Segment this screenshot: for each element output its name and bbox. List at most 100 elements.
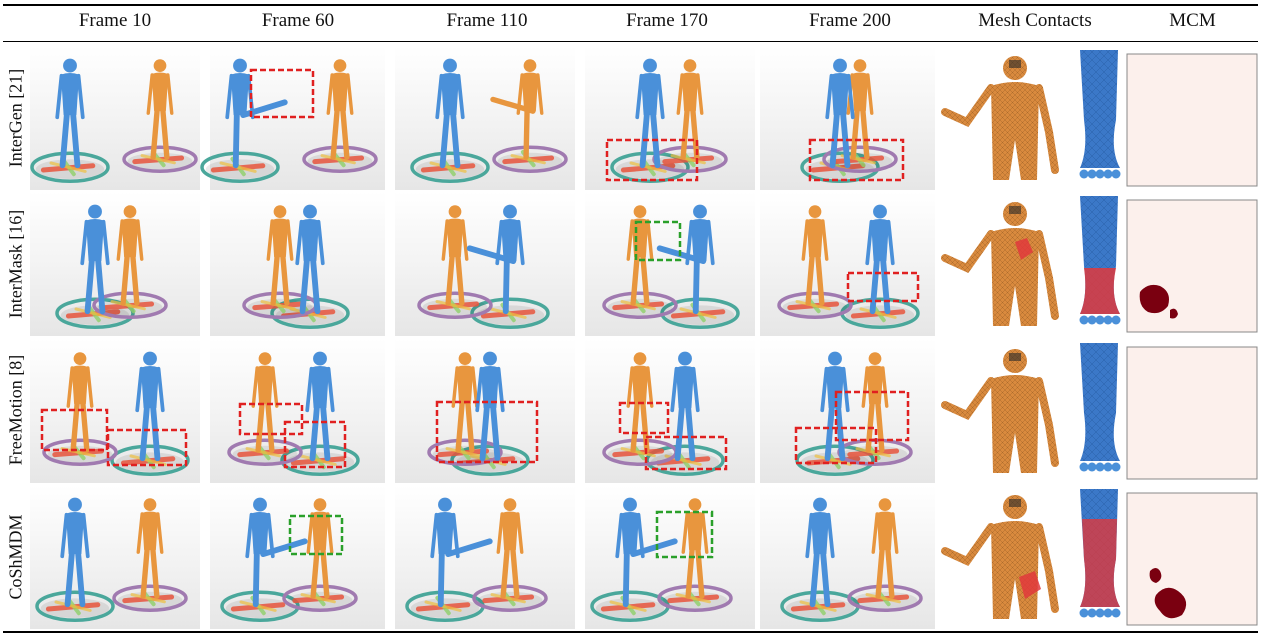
column-header-frame-60: Frame 60 [261,10,335,31]
bottom-rule [3,631,1258,633]
ring-orange-person [302,145,378,173]
penetration-box-intergen-frame-60 [249,68,315,119]
blue-person [225,58,288,169]
render-intermask-frame-10 [30,192,200,336]
mcm-map-coshmdm [1126,492,1258,626]
orange-person [861,352,889,453]
render-intergen-frame-60 [200,46,385,190]
penetration-box-freemotion-frame-170 [644,435,728,471]
render-intermask-frame-60 [210,192,385,336]
orange-person [116,205,144,306]
penetration-box-intermask-frame-200 [846,271,920,303]
ring-blue-person [35,590,115,622]
column-header-frame-110: Frame 110 [446,10,528,31]
render-intergen-frame-200 [760,46,935,190]
ring-orange-person [777,291,853,319]
ring-blue-person [660,297,740,329]
leg-contacts-freemotion [1079,343,1121,472]
column-header-frame-200: Frame 200 [809,10,891,31]
render-intermask-frame-200 [760,192,935,336]
render-intermask-frame-170 [585,192,755,336]
penetration-box-freemotion-frame-10 [106,428,188,467]
ring-blue-person [470,297,550,329]
ring-blue-person [55,297,135,329]
orange-person [626,352,654,453]
mesh-contacts-freemotion [941,349,1059,473]
ring-orange-person [472,584,548,612]
ring-orange-person [227,438,303,466]
orange-person [496,498,524,599]
orange-person [441,205,469,306]
ring-orange-person [492,145,568,173]
mesh-contacts-coshmdm [941,495,1059,619]
blue-person [805,497,835,608]
ring-orange-person [657,584,733,612]
blue-person [825,58,855,169]
column-header-mesh-contacts: Mesh Contacts [978,10,1092,31]
penetration-box-freemotion-frame-200 [794,426,878,465]
blue-person [135,351,165,462]
leg-contacts-intergen [1079,50,1121,179]
orange-person [146,59,174,160]
orange-person [490,59,544,160]
leg-contacts-intermask [1079,196,1121,325]
mcm-blob [1149,568,1162,583]
header-rule [3,41,1258,42]
mcm-map-intergen [1126,53,1258,187]
render-freemotion-frame-200 [760,339,935,483]
render-intermask-frame-110 [395,192,575,336]
penetration-box-freemotion-frame-200 [834,390,910,442]
orange-person [871,498,899,599]
render-intergen-frame-10 [30,46,200,190]
blue-person [55,58,85,169]
blue-person [475,351,505,462]
ring-orange-person [822,145,898,173]
penetration-box-intergen-frame-170 [605,138,699,182]
ring-blue-person [30,151,110,183]
mesh-contacts-intergen [941,56,1059,180]
blue-person [865,204,895,315]
render-coshmdm-frame-60 [210,485,385,629]
ring-blue-person [780,590,860,622]
blue-person [466,204,525,315]
blue-person [245,497,308,608]
render-coshmdm-frame-200 [760,485,935,629]
blue-person [670,351,700,462]
top-rule [3,4,1258,6]
mcm-map-freemotion [1126,346,1258,480]
render-coshmdm-frame-10 [30,485,200,629]
column-header-frame-10: Frame 10 [78,10,152,31]
orange-person [326,59,354,160]
column-header-mcm: MCM [1169,10,1216,31]
ring-orange-person [417,291,493,319]
orange-person [266,205,294,306]
ring-orange-person [92,291,168,319]
blue-person [820,351,850,462]
orange-person [306,498,334,599]
render-freemotion-frame-60 [210,339,385,483]
mesh-contacts-intermask [941,202,1059,326]
mcm-map-intermask [1126,199,1258,333]
blue-person [295,204,325,315]
leg-contacts-coshmdm [1079,489,1121,618]
blue-person [656,204,715,315]
orange-person [801,205,829,306]
penetration-box-intergen-frame-200 [808,138,905,182]
ring-orange-person [847,584,923,612]
ring-orange-person [122,145,198,173]
blue-person [435,58,465,169]
ring-blue-person [590,590,670,622]
render-coshmdm-frame-110 [395,485,575,629]
blue-person [305,351,335,462]
contact-box-intermask-frame-170 [634,220,682,262]
render-freemotion-frame-170 [585,339,755,483]
ring-blue-person [220,590,300,622]
blue-person [60,497,90,608]
column-header-frame-170: Frame 170 [626,10,708,31]
render-intergen-frame-170 [585,46,755,190]
blue-person [80,204,110,315]
penetration-box-freemotion-frame-60 [283,420,347,469]
mcm-blob [1154,587,1187,619]
